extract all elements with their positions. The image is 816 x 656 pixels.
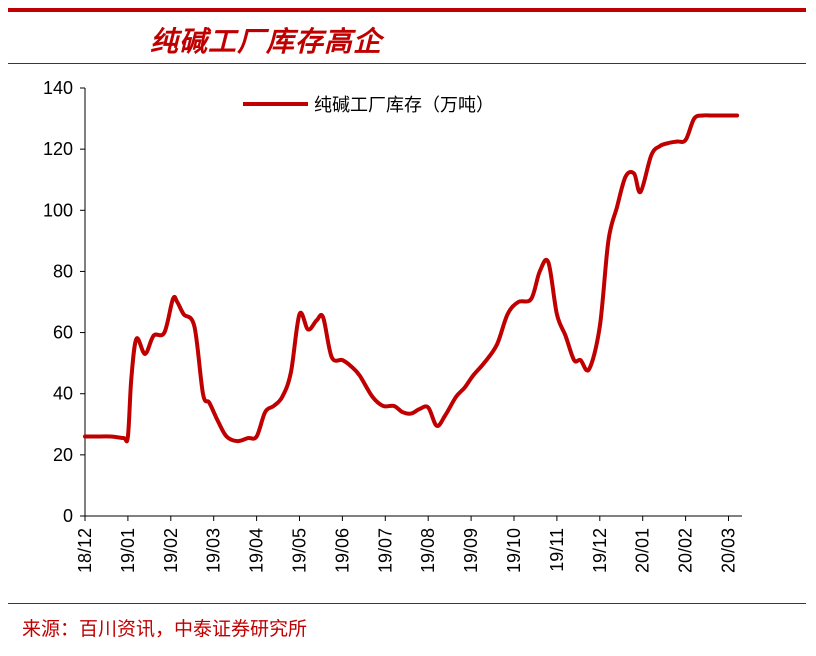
x-tick-label: 19/02 — [161, 528, 181, 573]
title-rule — [8, 63, 806, 64]
y-tick-label: 0 — [63, 506, 73, 526]
chart-axes — [80, 87, 742, 521]
legend-label: 纯碱工厂库存（万吨） — [314, 95, 494, 116]
x-tick-label: 19/06 — [332, 528, 352, 573]
x-tick-label: 19/07 — [375, 528, 395, 573]
x-tick-label: 20/02 — [676, 528, 696, 573]
x-tick-label: 19/12 — [590, 528, 610, 573]
y-tick-label: 60 — [53, 323, 73, 343]
chart-legend: 纯碱工厂库存（万吨） — [243, 95, 494, 116]
y-tick-label: 100 — [43, 200, 73, 220]
x-tick-label: 19/03 — [204, 528, 224, 573]
x-tick-label: 20/01 — [633, 528, 653, 573]
page-title: 纯碱工厂库存高企 — [150, 25, 383, 58]
top-rule — [8, 8, 806, 12]
x-tick-label: 20/03 — [719, 528, 739, 573]
x-tick-label: 19/08 — [418, 528, 438, 573]
series-line-inventory — [83, 113, 740, 444]
x-tick-label: 19/04 — [247, 528, 267, 573]
x-tick-label: 19/05 — [290, 528, 310, 573]
y-tick-label: 120 — [43, 139, 73, 159]
y-tick-label: 40 — [53, 384, 73, 404]
x-tick-label: 18/12 — [75, 528, 95, 573]
x-tick-labels: 18/12 19/01 19/02 19/03 19/04 19/05 19/06 19/07… — [75, 528, 739, 573]
chart-series — [83, 113, 740, 444]
y-tick-label: 80 — [53, 261, 73, 281]
source-note: 来源：百川资讯，中泰证券研究所 — [22, 618, 308, 640]
y-tick-label: 20 — [53, 445, 73, 465]
y-tick-label: 140 — [43, 78, 73, 98]
bottom-rule — [8, 603, 806, 604]
y-tick-labels: 0 20 40 60 80 100 120 140 — [43, 78, 73, 526]
x-tick-label: 19/11 — [547, 528, 567, 572]
x-tick-label: 19/10 — [504, 528, 524, 573]
x-tick-label: 19/09 — [461, 528, 481, 573]
x-tick-label: 19/01 — [118, 528, 138, 573]
